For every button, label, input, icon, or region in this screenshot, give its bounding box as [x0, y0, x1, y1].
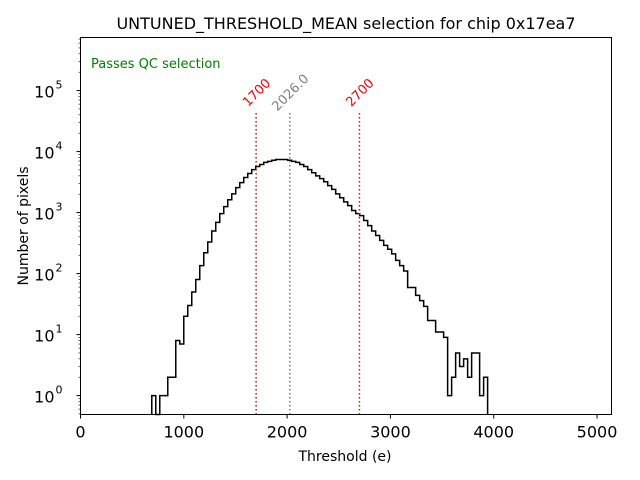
axes-frame: [80, 37, 612, 415]
x-axis: 0 1000 2000 3000 4000 5000: [75, 414, 618, 442]
y-tick-exponent: 0: [56, 384, 63, 397]
x-tick-label: 2000: [267, 423, 308, 442]
y-tick-exponent: 3: [56, 201, 63, 214]
plot-area: [151, 158, 489, 416]
y-tick-exponent: 4: [56, 140, 63, 153]
x-tick-label: 5000: [577, 423, 618, 442]
x-tick-label: 1000: [163, 423, 204, 442]
y-axis-label: Number of pixels: [16, 166, 32, 285]
x-axis-label: Threshold (e): [298, 449, 392, 465]
x-tick-label: 3000: [370, 423, 411, 442]
y-tick-exponent: 2: [56, 262, 63, 275]
y-tick-label: 10: [34, 83, 54, 102]
histogram-step-line: [151, 158, 489, 416]
y-tick-label: 10: [34, 205, 54, 224]
y-tick-label: 10: [34, 144, 54, 163]
y-tick-exponent: 1: [56, 323, 63, 336]
y-tick-exponent: 5: [56, 79, 63, 92]
y-tick-label: 10: [34, 388, 54, 407]
y-tick-label: 10: [34, 327, 54, 346]
chart-title: UNTUNED_THRESHOLD_MEAN selection for chi…: [116, 14, 575, 34]
x-tick-label: 0: [75, 423, 85, 442]
x-tick-label: 4000: [473, 423, 514, 442]
y-tick-label: 10: [34, 266, 54, 285]
qc-annotation: Passes QC selection: [91, 57, 221, 72]
